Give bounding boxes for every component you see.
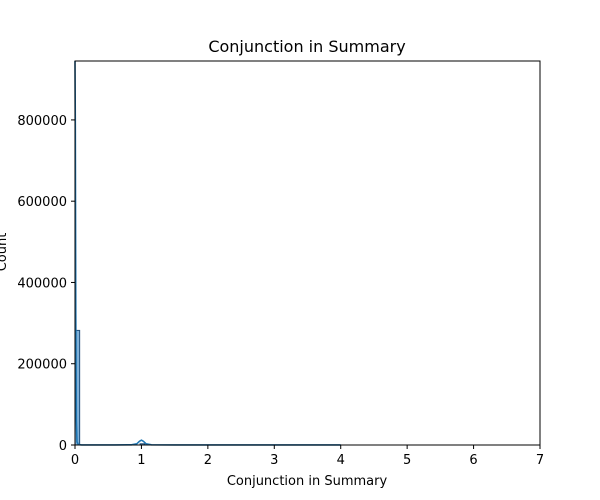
axes-frame (74, 60, 541, 446)
x-tick-label: 5 (403, 453, 411, 468)
x-tick-label: 0 (71, 453, 79, 468)
plot-area (74, 60, 541, 446)
x-tick-label: 2 (204, 453, 212, 468)
axis-ticks: 0 1 2 3 4 5 6 7 0 200000 400000 600000 800000 (17, 114, 544, 468)
x-tick-label: 1 (137, 453, 145, 468)
x-axis-label: Conjunction in Summary (227, 474, 388, 489)
y-tick-label: 200000 (17, 358, 67, 373)
y-tick-label: 800000 (17, 114, 67, 129)
x-tick-label: 3 (270, 453, 278, 468)
y-tick-label: 600000 (17, 195, 67, 210)
y-tick-label: 400000 (17, 276, 67, 291)
x-tick-label: 6 (469, 453, 477, 468)
chart-title: Conjunction in Summary (208, 37, 405, 56)
x-tick-label: 7 (536, 453, 544, 468)
y-axis-label: Count (0, 233, 10, 272)
x-tick-label: 4 (337, 453, 345, 468)
y-tick-label: 0 (59, 439, 67, 454)
